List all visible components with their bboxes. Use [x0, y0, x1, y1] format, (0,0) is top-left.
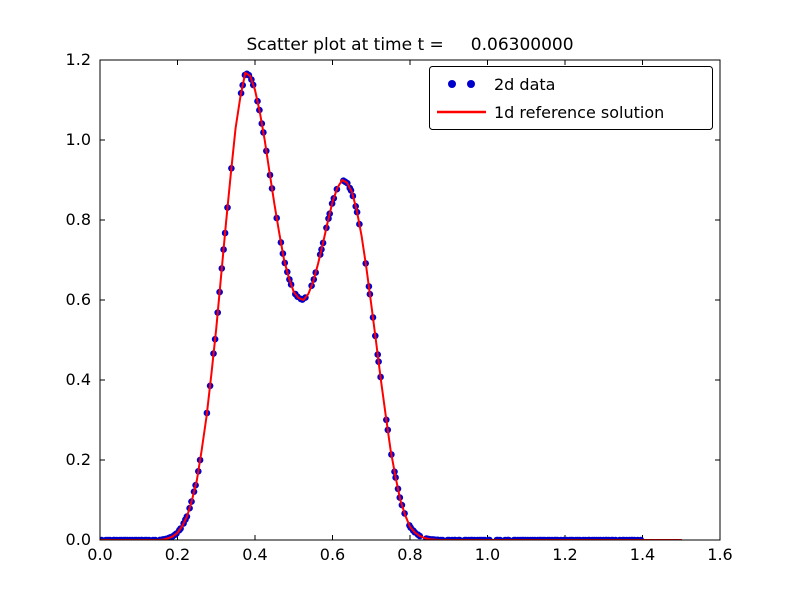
data-layer [100, 70, 683, 540]
x-tick-label: 0.8 [397, 545, 422, 564]
x-tick-label: 0.4 [242, 545, 267, 564]
legend-label-line: 1d reference solution [494, 103, 664, 122]
x-tick-label: 0.6 [320, 545, 345, 564]
y-tick-label: 1.0 [66, 130, 91, 149]
x-tick-label: 1.6 [707, 545, 732, 564]
x-tick-label: 0.0 [87, 545, 112, 564]
y-tick-label: 0.8 [66, 210, 91, 229]
x-tick-label: 1.4 [630, 545, 655, 564]
x-tick-label: 1.2 [552, 545, 577, 564]
legend-box [429, 66, 713, 130]
y-tick-label: 0.4 [66, 370, 91, 389]
legend: 2d data 1d reference solution [429, 66, 713, 130]
legend-label-scatter: 2d data [494, 75, 555, 94]
x-tick-label: 1.0 [475, 545, 500, 564]
x-tick-label: 0.2 [165, 545, 190, 564]
plot-dynamic-layer: 0.0 0.2 0.4 0.6 0.8 1.0 1.2 1.4 1.6 0.0 0.2 0.4 0.6 0… [66, 50, 733, 564]
y-tick-label: 0.0 [66, 530, 91, 549]
axes-frame [99, 59, 721, 541]
legend-scatter-marker-icon [467, 80, 475, 88]
chart-title: Scatter plot at time t = 0.06300000 [246, 35, 573, 55]
y-tick-label: 1.2 [66, 50, 91, 69]
y-tick-label: 0.6 [66, 290, 91, 309]
legend-scatter-marker-icon [448, 80, 456, 88]
reference-line [100, 71, 683, 540]
y-tick-label: 0.2 [66, 450, 91, 469]
